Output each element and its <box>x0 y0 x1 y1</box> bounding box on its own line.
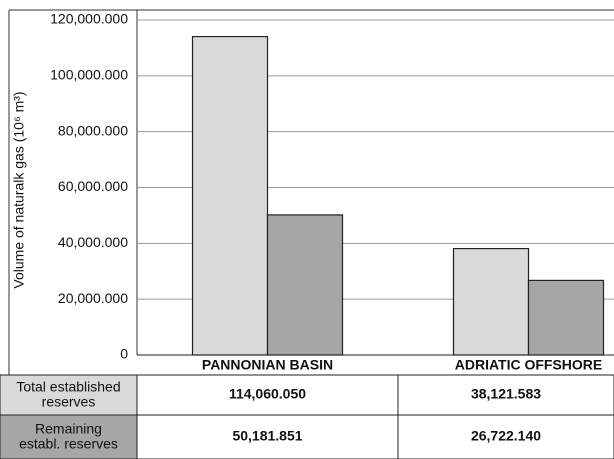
bar <box>191 35 269 356</box>
legend-cell <box>0 414 138 459</box>
bar <box>527 279 605 356</box>
y-tick-label: 0 <box>120 346 128 362</box>
y-tick-label: 60,000.000 <box>58 178 128 194</box>
legend-label: Remaining establ. reserves <box>19 420 118 451</box>
y-tick-label: 40,000.000 <box>58 234 128 250</box>
table-cell <box>397 414 614 459</box>
x-tick-label: ADRIATIC OFFSHORE <box>455 357 603 373</box>
value-label: 26,722.140 <box>471 428 541 444</box>
legend-cell <box>0 374 138 416</box>
legend-label: Total established reserves <box>16 378 120 409</box>
y-tick-label: 80,000.000 <box>58 122 128 138</box>
value-label: 114,060.050 <box>229 386 306 402</box>
value-label: 50,181.851 <box>232 428 302 444</box>
bar <box>452 247 530 356</box>
value-label: 38,121.583 <box>471 386 541 402</box>
x-tick-label: PANNONIAN BASIN <box>202 357 333 373</box>
y-tick-label: 120,000.000 <box>50 11 128 27</box>
bar <box>266 214 344 356</box>
y-tick-label: 100,000.000 <box>50 67 128 83</box>
y-tick-label: 20,000.000 <box>58 290 128 306</box>
y-axis-label: Volume of naturalk gas (10⁶ m³) <box>11 91 27 288</box>
